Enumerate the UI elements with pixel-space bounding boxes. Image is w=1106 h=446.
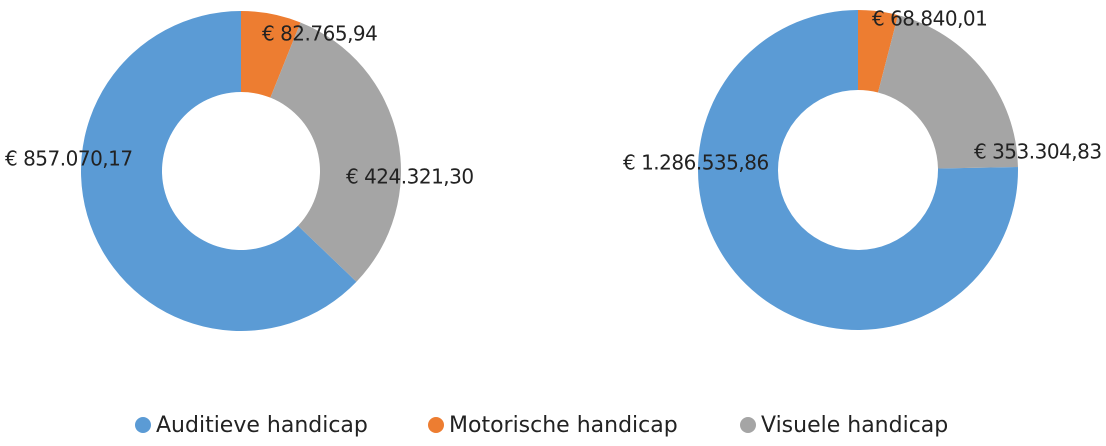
legend-marker — [740, 417, 756, 433]
slice — [858, 10, 899, 93]
slice — [878, 15, 1018, 169]
data-label: € 353.304,83 — [974, 140, 1102, 164]
data-label: € 857.070,17 — [5, 147, 133, 171]
data-label: € 1.286.535,86 — [623, 151, 769, 175]
slice — [81, 11, 357, 331]
slice — [697, 10, 1018, 330]
data-label: € 82.765,94 — [262, 22, 377, 46]
legend-label: Motorische handicap — [449, 413, 678, 438]
slice — [270, 22, 401, 282]
legend-marker — [135, 417, 151, 433]
data-label: € 424.321,30 — [346, 165, 474, 189]
slice — [241, 11, 301, 98]
data-label: € 68.840,01 — [872, 7, 987, 31]
legend-label: Auditieve handicap — [156, 413, 368, 438]
legend-label: Visuele handicap — [761, 413, 948, 438]
legend-marker — [428, 417, 444, 433]
